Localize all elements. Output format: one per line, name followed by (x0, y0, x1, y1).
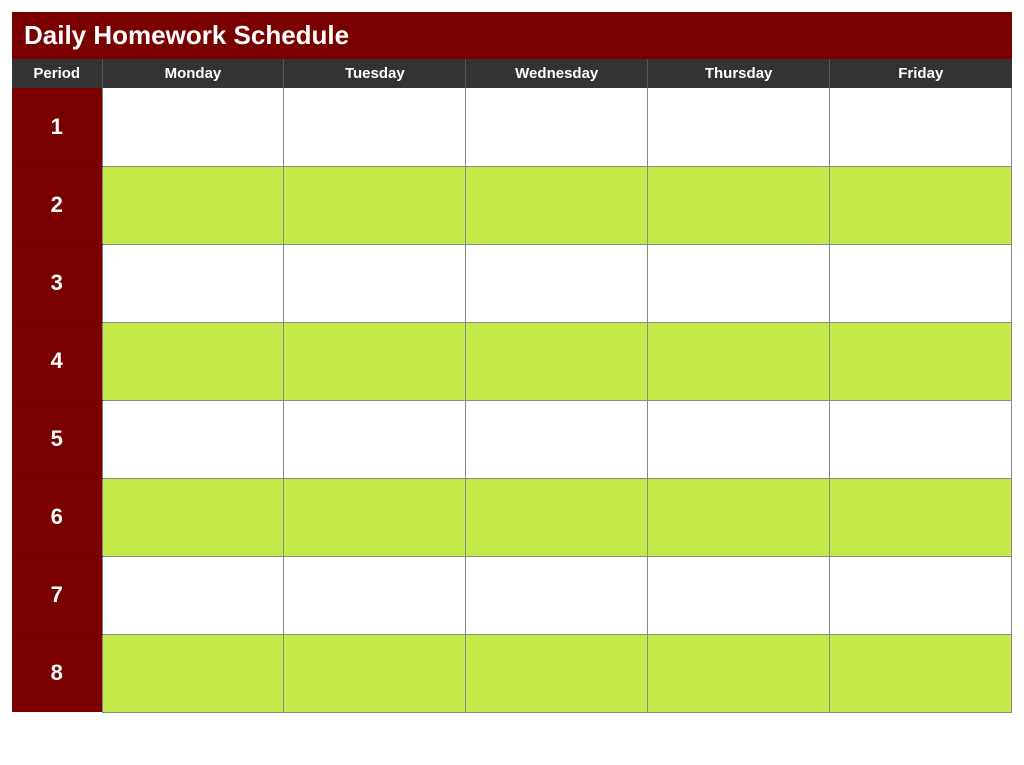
schedule-cell[interactable] (102, 88, 284, 166)
schedule-cell[interactable] (830, 400, 1012, 478)
schedule-cell[interactable] (102, 166, 284, 244)
schedule-cell[interactable] (466, 88, 648, 166)
schedule-cell[interactable] (648, 166, 830, 244)
table-row: 2 (12, 166, 1012, 244)
schedule-cell[interactable] (830, 556, 1012, 634)
period-cell: 5 (12, 400, 102, 478)
schedule-cell[interactable] (102, 244, 284, 322)
schedule-cell[interactable] (102, 634, 284, 712)
schedule-cell[interactable] (648, 322, 830, 400)
schedule-cell[interactable] (284, 322, 466, 400)
schedule-cell[interactable] (830, 322, 1012, 400)
schedule-cell[interactable] (830, 634, 1012, 712)
schedule-cell[interactable] (284, 166, 466, 244)
schedule-cell[interactable] (102, 322, 284, 400)
table-row: 5 (12, 400, 1012, 478)
period-cell: 3 (12, 244, 102, 322)
table-row: 4 (12, 322, 1012, 400)
column-header-period: Period (12, 59, 102, 88)
period-cell: 6 (12, 478, 102, 556)
table-row: 8 (12, 634, 1012, 712)
schedule-cell[interactable] (466, 244, 648, 322)
column-header-wednesday: Wednesday (466, 59, 648, 88)
schedule-title: Daily Homework Schedule (12, 12, 1012, 59)
schedule-cell[interactable] (284, 478, 466, 556)
schedule-cell[interactable] (284, 244, 466, 322)
schedule-cell[interactable] (284, 634, 466, 712)
schedule-cell[interactable] (648, 634, 830, 712)
period-cell: 8 (12, 634, 102, 712)
schedule-cell[interactable] (466, 634, 648, 712)
schedule-cell[interactable] (830, 88, 1012, 166)
schedule-cell[interactable] (830, 244, 1012, 322)
schedule-cell[interactable] (830, 478, 1012, 556)
schedule-cell[interactable] (284, 88, 466, 166)
schedule-cell[interactable] (466, 322, 648, 400)
column-header-friday: Friday (830, 59, 1012, 88)
table-row: 1 (12, 88, 1012, 166)
schedule-cell[interactable] (466, 400, 648, 478)
schedule-cell[interactable] (648, 400, 830, 478)
schedule-cell[interactable] (648, 478, 830, 556)
schedule-cell[interactable] (284, 400, 466, 478)
schedule-cell[interactable] (102, 556, 284, 634)
header-row: Period Monday Tuesday Wednesday Thursday… (12, 59, 1012, 88)
column-header-monday: Monday (102, 59, 284, 88)
table-row: 6 (12, 478, 1012, 556)
period-cell: 1 (12, 88, 102, 166)
schedule-cell[interactable] (648, 556, 830, 634)
schedule-cell[interactable] (466, 478, 648, 556)
table-row: 7 (12, 556, 1012, 634)
column-header-tuesday: Tuesday (284, 59, 466, 88)
schedule-cell[interactable] (648, 244, 830, 322)
schedule-cell[interactable] (102, 478, 284, 556)
column-header-thursday: Thursday (648, 59, 830, 88)
period-cell: 4 (12, 322, 102, 400)
schedule-container: Daily Homework Schedule Period Monday Tu… (12, 12, 1012, 713)
schedule-cell[interactable] (648, 88, 830, 166)
schedule-cell[interactable] (466, 556, 648, 634)
schedule-body: 12345678 (12, 88, 1012, 712)
schedule-cell[interactable] (284, 556, 466, 634)
schedule-table: Period Monday Tuesday Wednesday Thursday… (12, 59, 1012, 713)
schedule-cell[interactable] (466, 166, 648, 244)
schedule-cell[interactable] (102, 400, 284, 478)
table-row: 3 (12, 244, 1012, 322)
period-cell: 2 (12, 166, 102, 244)
schedule-cell[interactable] (830, 166, 1012, 244)
period-cell: 7 (12, 556, 102, 634)
